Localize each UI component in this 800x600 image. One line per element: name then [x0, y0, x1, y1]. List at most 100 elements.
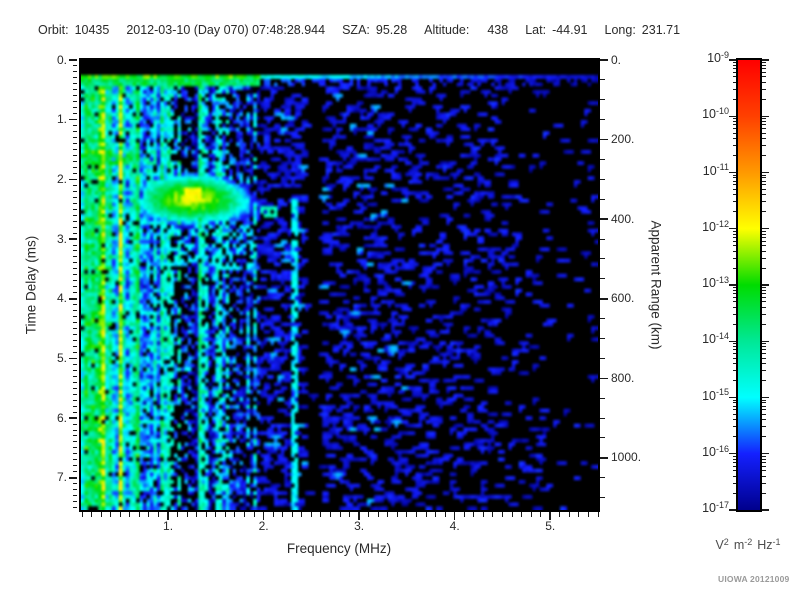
header-field-value: 2012-03-10 (Day 070) 07:48:28.944: [126, 23, 326, 37]
x-axis-minor-tick: [559, 512, 561, 517]
spectrogram-canvas: [81, 60, 598, 510]
y-axis-minor-tick: [72, 208, 77, 210]
colorbar-minor-tick: [762, 62, 766, 64]
x-axis-minor-tick: [320, 512, 322, 517]
y-axis-minor-tick: [72, 83, 77, 85]
x-axis-minor-tick: [177, 512, 179, 517]
colorbar-minor-tick: [732, 287, 736, 289]
colorbar-minor-tick: [732, 68, 736, 70]
colorbar-minor-tick: [732, 71, 736, 73]
range-axis-minor-tick: [600, 397, 605, 399]
colorbar-minor-tick: [762, 293, 766, 295]
y-axis-minor-tick: [72, 363, 77, 365]
y-axis-minor-tick: [72, 292, 77, 294]
colorbar-minor-tick: [762, 230, 766, 232]
header-field: Altitude: 438: [424, 23, 508, 37]
colorbar-frame: [736, 58, 762, 512]
x-axis-minor-tick: [578, 512, 580, 517]
x-axis-minor-tick: [406, 512, 408, 517]
y-axis-major-tick: [69, 59, 77, 61]
colorbar-minor-tick: [732, 98, 736, 100]
colorbar-minor-tick: [762, 323, 766, 325]
colorbar-minor-tick: [732, 257, 736, 259]
x-axis-major-tick: [262, 512, 265, 520]
colorbar-major-tick: [729, 171, 736, 174]
colorbar-minor-tick: [732, 436, 736, 438]
plot-frame: [79, 58, 600, 512]
colorbar-minor-tick: [762, 409, 766, 411]
colorbar-minor-tick: [762, 343, 766, 345]
colorbar-minor-tick: [732, 155, 736, 157]
y-axis-minor-tick: [72, 232, 77, 234]
header-field: Orbit: 10435: [38, 23, 109, 37]
y-axis-minor-tick: [72, 351, 77, 353]
y-axis-minor-tick: [72, 507, 77, 509]
y-axis-minor-tick: [72, 202, 77, 204]
range-axis-tick-label: 200.: [611, 132, 635, 147]
colorbar-minor-tick: [762, 124, 766, 126]
y-axis-minor-tick: [72, 268, 77, 270]
x-axis-minor-tick: [425, 512, 427, 517]
x-axis-minor-tick: [129, 512, 131, 517]
colorbar-minor-tick: [732, 353, 736, 355]
x-axis-minor-tick: [234, 512, 236, 517]
colorbar-minor-tick: [732, 145, 736, 147]
y-axis-minor-tick: [72, 220, 77, 222]
colorbar-minor-tick: [732, 492, 736, 494]
x-axis-minor-tick: [291, 512, 293, 517]
range-axis-tick-label: 1000.: [611, 450, 642, 465]
colorbar-minor-tick: [732, 346, 736, 348]
colorbar-minor-tick: [762, 349, 766, 351]
range-axis-tick-label: 400.: [611, 211, 635, 226]
y-axis-minor-tick: [72, 137, 77, 139]
range-axis-minor-tick: [600, 99, 605, 101]
colorbar-minor-tick: [762, 465, 766, 467]
y-axis-minor-tick: [72, 459, 77, 461]
colorbar-minor-tick: [732, 470, 736, 472]
colorbar-minor-tick: [762, 98, 766, 100]
y-axis-tick-label: 7.: [56, 470, 67, 485]
colorbar-minor-tick: [762, 184, 766, 186]
x-axis-tick-label: 5.: [545, 519, 556, 533]
colorbar-minor-tick: [762, 419, 766, 421]
y-axis-minor-tick: [72, 465, 77, 467]
y-axis-minor-tick: [72, 375, 77, 377]
y-axis-minor-tick: [72, 196, 77, 198]
colorbar-minor-tick: [732, 240, 736, 242]
colorbar-minor-tick: [762, 436, 766, 438]
range-axis-minor-tick: [600, 258, 605, 260]
colorbar-minor-tick: [762, 180, 766, 182]
x-axis-major-tick: [358, 512, 360, 520]
range-axis-minor-tick: [600, 158, 605, 160]
x-axis-minor-tick: [415, 512, 417, 517]
x-axis-minor-tick: [501, 512, 503, 517]
range-axis-major-tick: [600, 457, 608, 459]
colorbar-minor-tick: [732, 409, 736, 411]
colorbar-units-label: V2 m-2 Hz-1: [692, 537, 800, 552]
colorbar-minor-tick: [762, 461, 766, 463]
y-axis-minor-tick: [72, 304, 77, 306]
colorbar-minor-tick: [762, 128, 766, 130]
colorbar-minor-tick: [732, 419, 736, 421]
colorbar-minor-tick: [762, 68, 766, 70]
credit-watermark: UIOWA 20121009: [718, 574, 790, 584]
y-axis-tick-label: 4.: [56, 291, 67, 306]
y-axis-tick-label: 2.: [56, 171, 67, 186]
colorbar-tick-label: 10-16: [702, 443, 729, 459]
y-axis-minor-tick: [72, 471, 77, 473]
range-axis-minor-tick: [600, 238, 605, 240]
colorbar-minor-tick: [732, 188, 736, 190]
colorbar-minor-tick: [762, 257, 766, 259]
header-field-value: 95.28: [375, 23, 408, 37]
x-axis-minor-tick: [282, 512, 284, 517]
x-axis-minor-tick: [119, 512, 121, 517]
header-field-label: SZA:: [342, 23, 370, 37]
colorbar-minor-tick: [762, 357, 766, 359]
colorbar-minor-tick: [732, 118, 736, 120]
y-axis-major-tick: [69, 476, 77, 479]
y-axis-tick-label: 1.: [56, 112, 67, 127]
y-axis-minor-tick: [72, 131, 77, 133]
y-axis-minor-tick: [72, 501, 77, 503]
colorbar-minor-tick: [762, 475, 766, 477]
y-axis-minor-tick: [72, 190, 77, 192]
